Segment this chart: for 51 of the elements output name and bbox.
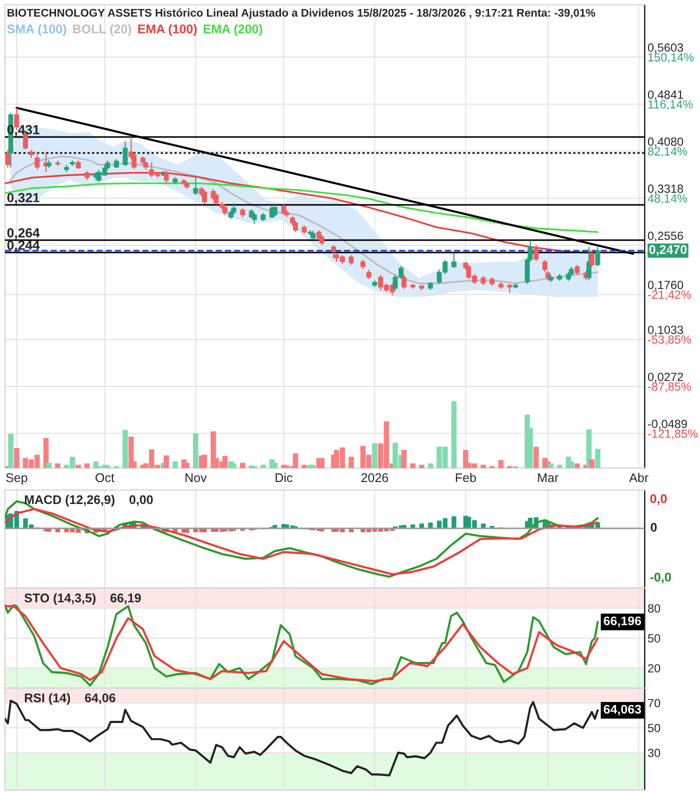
chart-subtitle: 64,06 <box>84 693 116 704</box>
chart-title: MACD (12,26,9) <box>24 494 114 507</box>
y-tick-label: 70 <box>648 698 660 708</box>
text: -0,0 <box>650 572 671 584</box>
chart-subtitle: 0,00 <box>129 495 153 506</box>
x-tick-label: Mar <box>538 473 558 482</box>
chart-subtitle: 66,19 <box>110 594 141 604</box>
chart-title: BIOTECHNOLOGY ASSETS Histórico Lineal Ajustado a Dividenos 15/8/2025 - 18/3/2026 , 9:17:21 Renta: -39,01% <box>8 8 596 19</box>
y-tick-label: 0,4841 <box>648 90 684 100</box>
y2-tick-label: 48,14% <box>648 194 688 204</box>
y2-tick-label: 116,14% <box>648 100 693 110</box>
x-tick-label: Nov <box>186 473 207 482</box>
text: 0,0 <box>650 494 667 505</box>
y2-tick-label: -21,42% <box>648 290 692 300</box>
ref-line-label: 0,244 <box>7 240 40 252</box>
y2-tick-label: -87,85% <box>648 382 692 392</box>
y-tick-label: 0,1760 <box>648 280 684 291</box>
y-tick-label: -0,0489 <box>648 420 687 430</box>
x-tick-label: Sep <box>6 473 28 485</box>
y-tick-label: 80 <box>648 604 660 613</box>
text: EMA (100) <box>138 24 197 36</box>
y-tick-label: 50 <box>648 634 660 643</box>
x-tick-label: Feb <box>456 472 476 482</box>
y-tick-label: 30 <box>648 748 660 758</box>
y2-tick-label: 150,14% <box>648 53 694 63</box>
data-label: 66,196 <box>604 616 642 628</box>
y-tick-label: 0,2556 <box>648 232 684 242</box>
y-tick-label: 0,0272 <box>648 372 683 382</box>
y-tick-label: 0,1033 <box>648 326 684 336</box>
text: BOLL (20) <box>73 24 132 36</box>
y-tick-label: 0,3318 <box>648 184 684 194</box>
ref-line-label: 0,264 <box>7 228 40 240</box>
x-tick-label: Dic <box>276 472 292 482</box>
y-tick-label: 20 <box>648 664 660 672</box>
ref-line-label: 0 <box>650 522 657 532</box>
ref-line-label: 0,2470 <box>649 245 687 256</box>
y2-tick-label: 82,14% <box>648 147 688 157</box>
text: EMA (200) <box>204 24 262 36</box>
x-tick-label: Oct <box>96 473 114 482</box>
ref-line-label: 0,321 <box>7 192 40 204</box>
x-tick-label: 2026 <box>361 473 388 482</box>
data-label: 64,063 <box>604 704 642 716</box>
chart-title: STO (14,3,5) <box>24 593 96 605</box>
y-tick-label: 50 <box>648 724 660 732</box>
y-tick-label: 0,4080 <box>648 137 684 148</box>
annotation: SMA (100) <box>7 24 66 36</box>
y2-tick-label: -121,85% <box>648 429 698 440</box>
x-tick-label: Abr <box>629 472 648 482</box>
chart-title: RSI (14) <box>24 693 70 705</box>
y2-tick-label: -53,85% <box>648 335 692 346</box>
y-tick-label: 0,5603 <box>648 43 684 54</box>
